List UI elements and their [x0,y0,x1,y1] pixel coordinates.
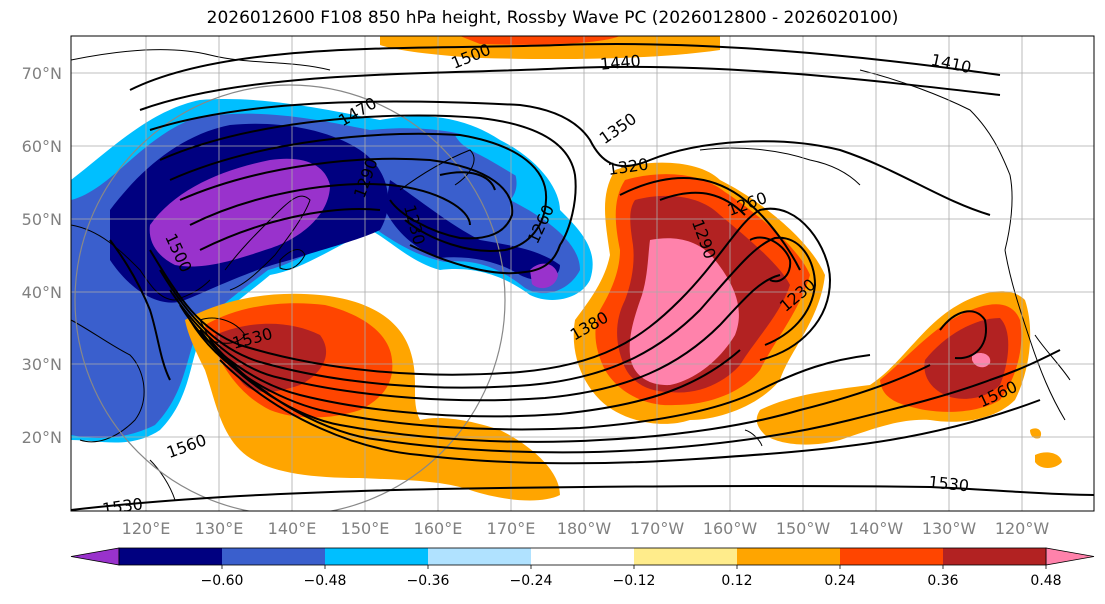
colorbar-extend-low [70,547,120,566]
lon-label: 140°W [849,519,904,538]
lat-label: 60°N [22,137,62,156]
colorbar-segment [634,548,737,565]
lon-label: 160°E [414,519,463,538]
lon-label: 170°W [630,519,685,538]
colorbar-segment [119,548,222,565]
lat-label: 50°N [22,210,62,229]
colorbar-tick-label: −0.60 [201,573,244,589]
contour-label: 1440 [599,51,641,73]
lon-label: 150°W [776,519,831,538]
colorbar: −0.60 −0.48 −0.36 −0.24 −0.12 0.12 0.24 0.36 0.4… [70,547,1095,589]
lon-label: 120°W [995,519,1050,538]
contour-label: 1530 [101,494,144,518]
colorbar-tick-label: −0.36 [407,573,450,589]
lat-label: 40°N [22,283,62,302]
lon-label: 170°E [487,519,536,538]
height-contours [71,43,1094,511]
colorbar-tick-label: −0.24 [510,573,553,589]
latitude-labels: 70°N 60°N 50°N 40°N 30°N 20°N [22,64,62,447]
colorbar-segment [325,548,428,565]
colorbar-extend-high [1045,547,1095,566]
lon-label: 130°W [922,519,977,538]
colorbar-tick-label: −0.48 [304,573,347,589]
lon-label: 130°E [195,519,244,538]
colorbar-frame [118,547,1047,566]
reference-circle [74,84,506,511]
colorbar-tick-label: 0.48 [1030,573,1061,589]
colorbar-segment [840,548,943,565]
map-title: 2026012600 F108 850 hPa height, Rossby W… [206,8,899,28]
lon-label: 180°W [557,519,612,538]
lat-label: 30°N [22,355,62,374]
map-panel: 1500 1440 1410 1470 1350 1320 1290 1260 … [71,36,1094,518]
colorbar-tick-label: 0.36 [927,573,958,589]
lon-label: 140°E [268,519,317,538]
colorbar-tick-label: 0.12 [721,573,752,589]
lat-label: 70°N [22,64,62,83]
colorbar-segment [531,548,634,565]
map-frame [70,35,1095,512]
lon-label: 150°E [341,519,390,538]
lon-label: 160°W [703,519,758,538]
colorbar-tick-label: 0.24 [824,573,855,589]
colorbar-tick-label: −0.12 [613,573,656,589]
shading-negative [71,99,593,443]
lat-label: 20°N [22,428,62,447]
colorbar-segment [943,548,1046,565]
colorbar-segment [428,548,531,565]
contour-label: 1530 [927,472,969,495]
colorbar-segment [222,548,325,565]
lon-label: 120°E [122,519,171,538]
longitude-labels: 120°E 130°E 140°E 150°E 160°E 170°E 180°… [122,519,1050,538]
coastlines [71,49,1071,501]
graticule [71,36,1094,511]
colorbar-segment [737,548,840,565]
